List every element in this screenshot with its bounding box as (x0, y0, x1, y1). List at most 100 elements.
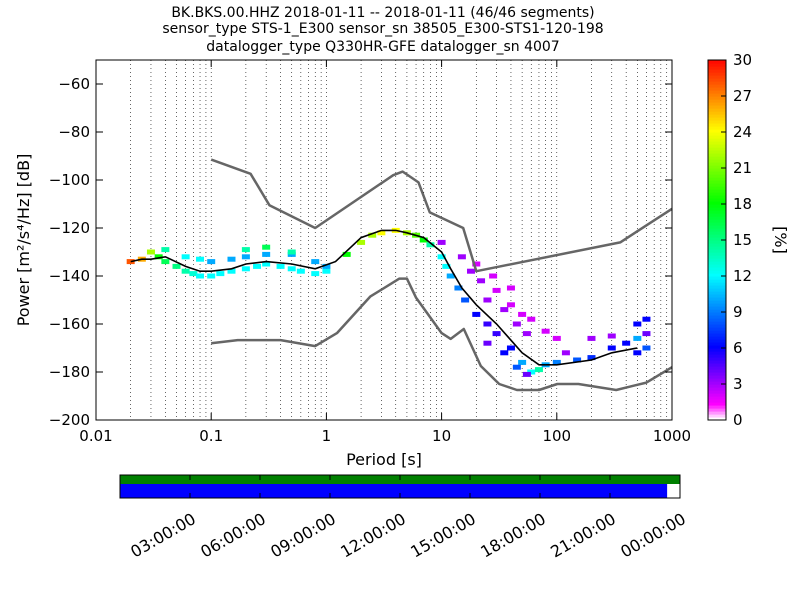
colorbar-segment (708, 345, 726, 349)
psd-cell (322, 268, 331, 274)
colorbar-segment (708, 321, 726, 325)
psd-cell (322, 263, 331, 269)
colorbar-segment (708, 237, 726, 241)
colorbar-segment (708, 183, 726, 187)
psd-cell (161, 259, 170, 265)
psd-cell (483, 321, 492, 327)
psd-cell (181, 254, 190, 260)
colorbar-segment (708, 372, 726, 376)
colorbar-segment (708, 408, 726, 412)
psd-cell (172, 263, 181, 269)
colorbar-segment (708, 225, 726, 229)
colorbar-segment (708, 399, 726, 403)
plot-grid (130, 60, 668, 420)
mean-psd-line (130, 229, 638, 366)
psd-cell (518, 359, 527, 365)
psd-cell (552, 359, 561, 365)
colorbar-segment (708, 219, 726, 223)
psd-cell (642, 316, 651, 322)
psd-cell (477, 278, 486, 284)
colorbar-segment (708, 195, 726, 199)
colorbar-segment (708, 177, 726, 181)
colorbar-segment (708, 123, 726, 127)
colorbar-segment (708, 378, 726, 382)
psd-cell (483, 297, 492, 303)
colorbar-segment (708, 315, 726, 319)
title-line-2: sensor_type STS-1_E300 sensor_sn 38505_E… (162, 21, 603, 37)
psd-cell (262, 261, 271, 267)
colorbar-tick-label: 6 (733, 339, 743, 357)
time-tick-label: 15:00:00 (407, 509, 479, 561)
psd-cell (342, 251, 351, 257)
colorbar-tick-label: 18 (733, 195, 752, 213)
colorbar-tick-label: 30 (733, 51, 752, 69)
colorbar-segment (708, 366, 726, 370)
psd-cell (227, 256, 236, 262)
low-noise-model-line (211, 277, 673, 392)
psd-cell (472, 311, 481, 317)
colorbar-segment (708, 126, 726, 130)
psd-cell (146, 249, 155, 255)
colorbar-segment (708, 330, 726, 334)
colorbar-segment (708, 180, 726, 184)
colorbar-segment (708, 117, 726, 121)
colorbar-segment (708, 72, 726, 76)
psd-cell (492, 287, 501, 293)
y-tick-label: −100 (49, 171, 90, 189)
psd-cell (426, 242, 435, 248)
colorbar-segment (708, 153, 726, 157)
noise-models (210, 158, 673, 392)
psd-cell (368, 232, 377, 238)
colorbar-segment (708, 336, 726, 340)
psd-cell (467, 268, 476, 274)
colorbar-segment (708, 273, 726, 277)
psd-cell (642, 345, 651, 351)
psd-cell (607, 333, 616, 339)
psd-cell (207, 259, 216, 265)
colorbar-segment (708, 417, 726, 421)
colorbar-segment (708, 318, 726, 322)
psd-cell (216, 271, 225, 277)
psd-cell (241, 254, 250, 260)
title-line-3: datalogger_type Q330HR-GFE datalogger_sn… (206, 39, 559, 55)
x-tick-label: 1000 (653, 427, 691, 445)
psd-cell (262, 244, 271, 250)
psd-cell (527, 316, 536, 322)
psd-cell (506, 285, 515, 291)
colorbar-segment (708, 375, 726, 379)
y-tick-label: −60 (58, 75, 90, 93)
colorbar-segment (708, 75, 726, 79)
time-tick-label: 21:00:00 (547, 509, 619, 561)
time-tick-label: 18:00:00 (477, 509, 549, 561)
psd-cell (126, 259, 135, 265)
psd-cell (377, 230, 386, 236)
psd-cell (633, 321, 642, 327)
colorbar-segment (708, 168, 726, 172)
psd-cell (287, 249, 296, 255)
colorbar-segment (708, 114, 726, 118)
colorbar-segment (708, 222, 726, 226)
psd-cell (512, 321, 521, 327)
psd-cell (552, 335, 561, 341)
colorbar-segment (708, 93, 726, 97)
high-noise-model-line (210, 158, 673, 273)
colorbar-segment (708, 342, 726, 346)
colorbar-segment (708, 84, 726, 88)
colorbar-segment (708, 228, 726, 232)
colorbar-segment (708, 240, 726, 244)
colorbar-segment (708, 297, 726, 301)
colorbar-segment (708, 279, 726, 283)
colorbar-segment (708, 141, 726, 145)
colorbar-segment (708, 306, 726, 310)
psd-cell (287, 266, 296, 272)
psd-cell (518, 311, 527, 317)
colorbar-segment (708, 288, 726, 292)
colorbar: 0 3 6 9 12 15 18 21 24 27 30 (707, 51, 752, 429)
colorbar-segment (708, 198, 726, 202)
psd-cell (541, 328, 550, 334)
chart-title: BK.BKS.00.HHZ 2018-01-11 -- 2018-01-11 (… (162, 5, 603, 55)
colorbar-tick-label: 21 (733, 159, 752, 177)
colorbar-segment (708, 201, 726, 205)
x-tick-label: 1 (322, 427, 332, 445)
